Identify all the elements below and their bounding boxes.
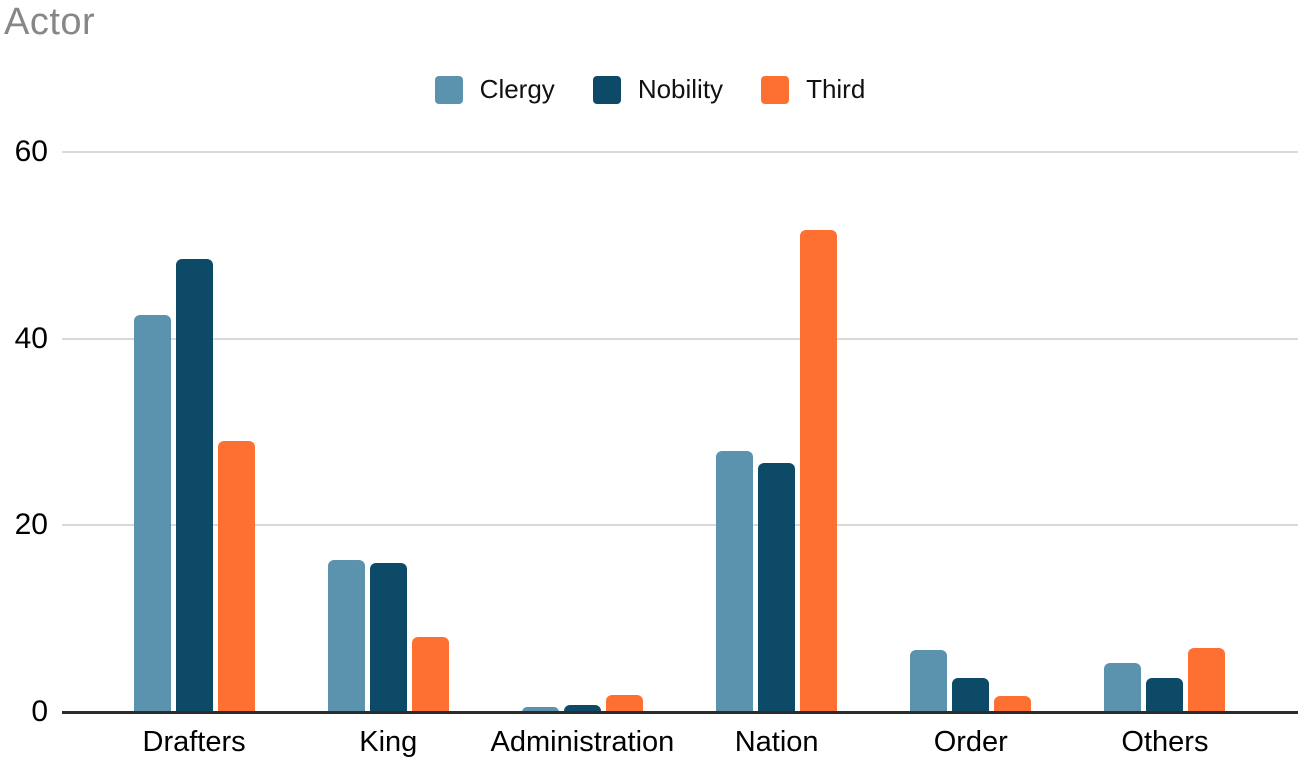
x-axis-line (62, 711, 1298, 714)
bar-third-drafters (217, 441, 255, 712)
legend-swatch-icon (592, 75, 621, 104)
bar-nobility-administration (563, 704, 601, 712)
bar-group-others (1068, 152, 1262, 712)
gridline-40 (62, 337, 1298, 340)
gridline-20 (62, 524, 1298, 527)
legend-swatch-icon (434, 75, 463, 104)
bar-nobility-king (369, 562, 407, 712)
legend-label: Nobility (637, 74, 724, 104)
bar-groups (97, 152, 1262, 712)
bar-third-king (411, 637, 449, 712)
bar-nobility-others (1146, 678, 1184, 712)
bar-group-king (291, 152, 485, 712)
chart-title: Actor (4, 1, 96, 43)
bar-third-others (1188, 647, 1226, 712)
bar-third-administration (605, 695, 643, 712)
bar-group-order (874, 152, 1068, 712)
legend-item-third: Third (761, 74, 865, 105)
bar-clergy-administration (521, 707, 559, 712)
y-axis-tick-labels: 0 20 40 60 (0, 135, 48, 728)
chart-legend: Clergy Nobility Third (0, 74, 1300, 105)
bar-third-nation (800, 229, 838, 712)
bar-group-nation (680, 152, 874, 712)
bar-clergy-others (1104, 662, 1142, 712)
bar-clergy-king (327, 559, 365, 712)
legend-label: Clergy (479, 74, 555, 104)
legend-item-nobility: Nobility (592, 74, 724, 105)
bar-group-drafters (97, 152, 291, 712)
legend-label: Third (806, 74, 866, 104)
bar-nobility-nation (758, 462, 796, 712)
y-tick-label-0: 0 (31, 695, 48, 728)
bar-group-administration (485, 152, 679, 712)
legend-swatch-icon (761, 75, 790, 104)
x-axis-label-drafters: Drafters (142, 726, 246, 758)
y-tick-label-40: 40 (14, 321, 48, 355)
legend-item-clergy: Clergy (434, 74, 555, 105)
x-axis-label-nation: Nation (734, 726, 819, 758)
bar-nobility-order (952, 678, 990, 712)
bar-clergy-drafters (133, 315, 171, 712)
y-tick-label-20: 20 (14, 508, 48, 542)
x-axis-category-labels: Drafters King Administration Nation Order Oth… (97, 726, 1262, 759)
y-tick-label-60: 60 (14, 135, 48, 168)
x-axis-label-others: Others (1121, 726, 1209, 758)
gridline-60 (62, 151, 1298, 153)
x-axis-label-order: Order (933, 726, 1008, 758)
bar-clergy-nation (716, 450, 754, 712)
plot-area (62, 151, 1298, 714)
x-axis-label-administration: Administration (490, 726, 675, 758)
bar-nobility-drafters (175, 259, 213, 712)
bar-third-order (994, 696, 1032, 712)
bar-clergy-order (910, 650, 948, 712)
x-axis-label-king: King (359, 726, 418, 758)
